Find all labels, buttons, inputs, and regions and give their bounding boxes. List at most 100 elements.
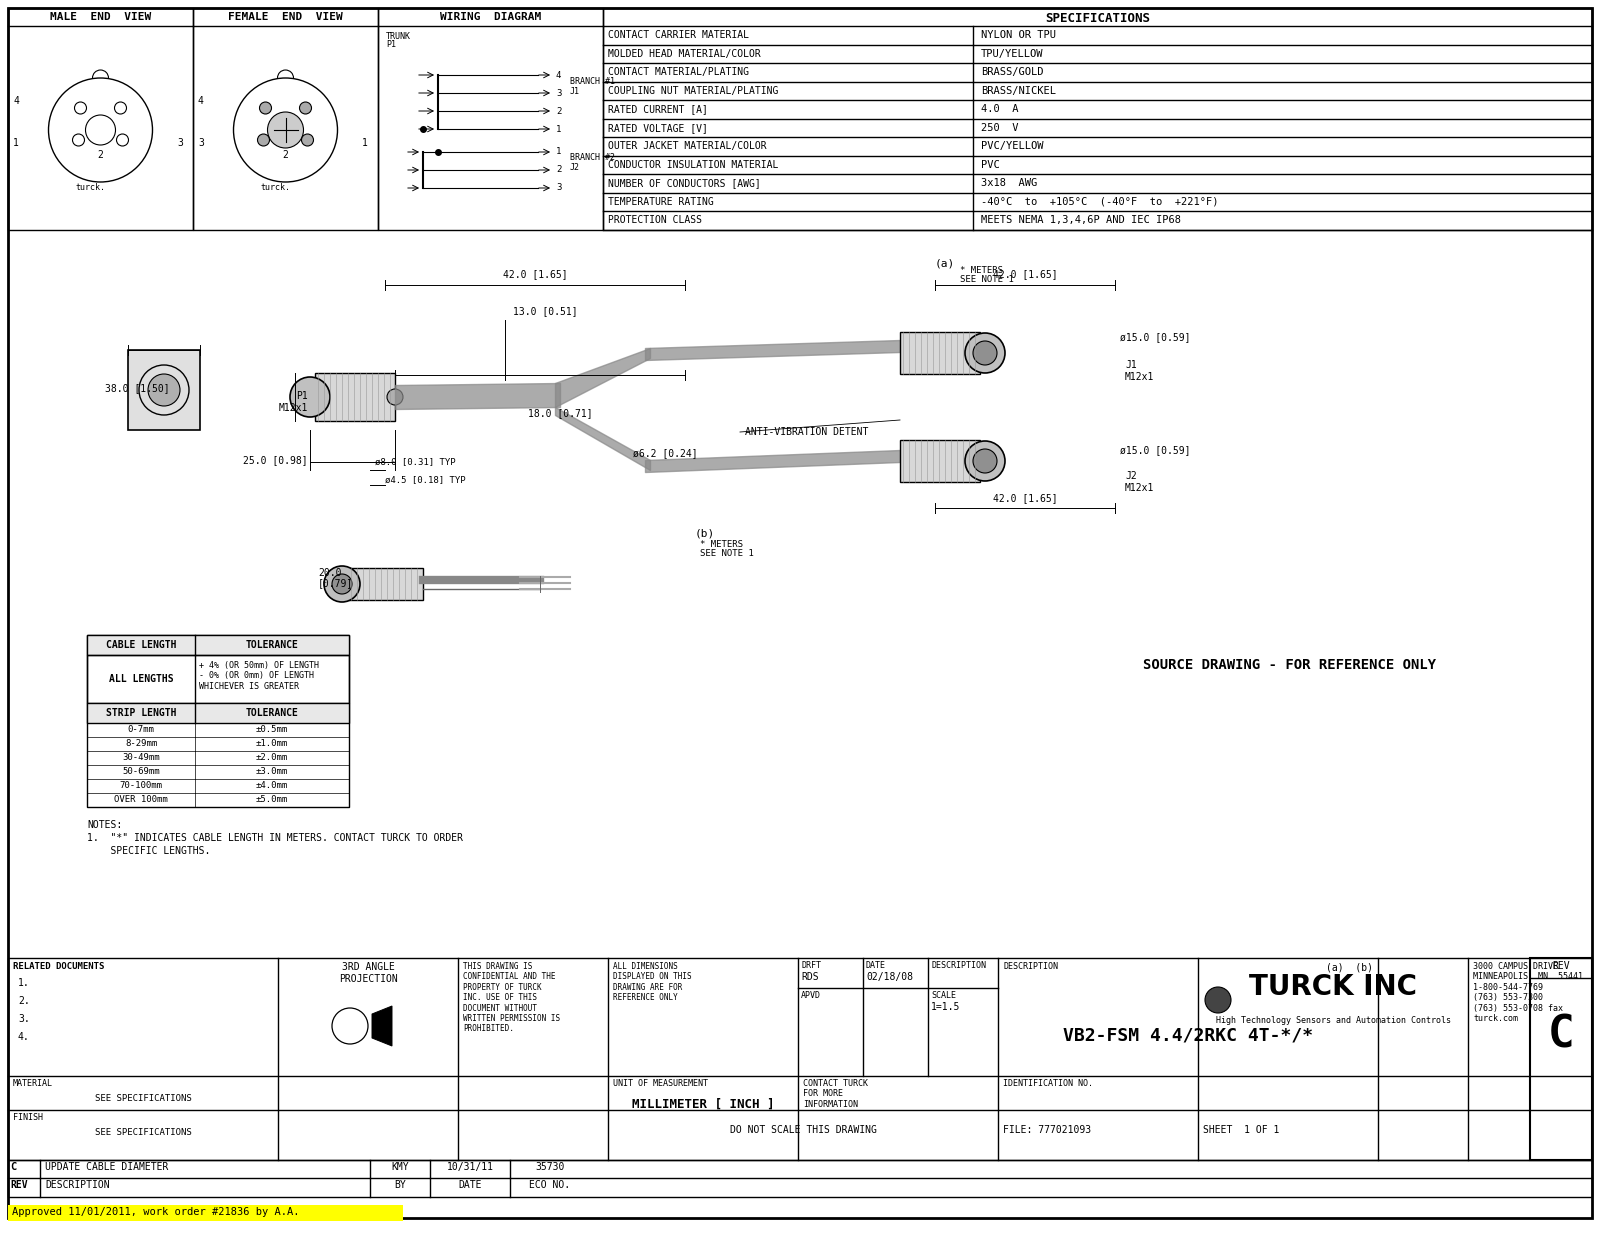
Text: ±0.5mm: ±0.5mm — [256, 725, 288, 735]
Bar — [899, 440, 979, 482]
Text: RDS: RDS — [802, 972, 819, 982]
Text: NUMBER OF CONDUCTORS [AWG]: NUMBER OF CONDUCTORS [AWG] — [608, 178, 760, 188]
Text: turck.: turck. — [261, 183, 291, 192]
Text: CABLE LENGTH: CABLE LENGTH — [106, 640, 176, 649]
Text: REV: REV — [10, 1180, 27, 1190]
Text: MATERIAL: MATERIAL — [13, 1079, 53, 1089]
Text: 2.: 2. — [18, 996, 30, 1006]
Circle shape — [965, 442, 1005, 481]
Text: 3.: 3. — [18, 1014, 30, 1024]
Text: RATED VOLTAGE [V]: RATED VOLTAGE [V] — [608, 122, 707, 132]
Text: DESCRIPTION: DESCRIPTION — [45, 1180, 110, 1190]
Text: (b): (b) — [694, 528, 715, 538]
Text: RELATED DOCUMENTS: RELATED DOCUMENTS — [13, 962, 104, 971]
Bar — [378, 7, 603, 230]
Text: MILLIMETER [ INCH ]: MILLIMETER [ INCH ] — [632, 1098, 774, 1111]
Text: DO NOT SCALE THIS DRAWING: DO NOT SCALE THIS DRAWING — [730, 1124, 877, 1136]
Text: (a): (a) — [934, 259, 955, 268]
Circle shape — [973, 449, 997, 473]
Text: P1: P1 — [386, 40, 397, 49]
Text: KMY: KMY — [390, 1162, 410, 1171]
Circle shape — [267, 113, 304, 148]
Polygon shape — [371, 1006, 392, 1047]
Text: 50-69mm: 50-69mm — [122, 767, 160, 777]
Circle shape — [299, 101, 312, 114]
Circle shape — [258, 134, 269, 146]
Text: FINISH: FINISH — [13, 1113, 43, 1122]
Bar — [86, 635, 349, 656]
Text: (a)  (b): (a) (b) — [1326, 962, 1373, 972]
Text: TPU/YELLOW: TPU/YELLOW — [981, 48, 1043, 58]
Text: BRASS/NICKEL: BRASS/NICKEL — [981, 85, 1056, 95]
Text: ±1.0mm: ±1.0mm — [256, 740, 288, 748]
Circle shape — [387, 388, 403, 404]
Text: STRIP LENGTH: STRIP LENGTH — [106, 708, 176, 717]
Text: OUTER JACKET MATERIAL/COLOR: OUTER JACKET MATERIAL/COLOR — [608, 141, 766, 151]
Text: 2: 2 — [557, 166, 562, 174]
Text: BRASS/GOLD: BRASS/GOLD — [981, 67, 1043, 77]
Bar — [603, 7, 1592, 230]
Text: SCALE: SCALE — [931, 991, 957, 999]
Text: 35730: 35730 — [536, 1162, 565, 1171]
Text: ø4.5 [0.18] TYP: ø4.5 [0.18] TYP — [386, 475, 466, 485]
Text: NOTES:: NOTES: — [86, 820, 122, 830]
Text: 38.0 [1.50]: 38.0 [1.50] — [106, 383, 170, 393]
Text: C: C — [1547, 1013, 1574, 1056]
Text: SEE NOTE 1: SEE NOTE 1 — [701, 549, 754, 558]
Bar — [1530, 957, 1592, 1160]
Text: PROTECTION CLASS: PROTECTION CLASS — [608, 215, 702, 225]
Text: ø15.0 [0.59]: ø15.0 [0.59] — [1120, 332, 1190, 341]
Text: M12x1: M12x1 — [1125, 482, 1154, 494]
Text: 42.0 [1.65]: 42.0 [1.65] — [502, 268, 568, 280]
Text: 3: 3 — [198, 139, 203, 148]
Text: 1: 1 — [557, 125, 562, 134]
Circle shape — [973, 341, 997, 365]
Text: RATED CURRENT [A]: RATED CURRENT [A] — [608, 104, 707, 114]
Text: 18.0 [0.71]: 18.0 [0.71] — [528, 408, 592, 418]
Text: ±5.0mm: ±5.0mm — [256, 795, 288, 804]
Text: ALL DIMENSIONS
DISPLAYED ON THIS
DRAWING ARE FOR
REFERENCE ONLY: ALL DIMENSIONS DISPLAYED ON THIS DRAWING… — [613, 962, 691, 1002]
Text: 3: 3 — [557, 89, 562, 98]
Text: COUPLING NUT MATERIAL/PLATING: COUPLING NUT MATERIAL/PLATING — [608, 85, 778, 95]
Text: 02/18/08: 02/18/08 — [866, 972, 914, 982]
Text: 13.0 [0.51]: 13.0 [0.51] — [514, 306, 578, 315]
Text: CONDUCTOR INSULATION MATERIAL: CONDUCTOR INSULATION MATERIAL — [608, 160, 778, 169]
Text: + 4% (OR 50mm) OF LENGTH
- 0% (OR 0mm) OF LENGTH
WHICHEVER IS GREATER: + 4% (OR 50mm) OF LENGTH - 0% (OR 0mm) O… — [198, 661, 318, 690]
Text: * METERS: * METERS — [960, 266, 1003, 275]
Text: DATE: DATE — [866, 961, 886, 970]
Text: TOLERANCE: TOLERANCE — [245, 708, 299, 717]
Text: VB2-FSM 4.4/2RKC 4T-*/*: VB2-FSM 4.4/2RKC 4T-*/* — [1062, 1025, 1314, 1044]
Text: -40°C  to  +105°C  (-40°F  to  +221°F): -40°C to +105°C (-40°F to +221°F) — [981, 197, 1219, 207]
Text: 30-49mm: 30-49mm — [122, 753, 160, 762]
Bar — [86, 635, 349, 807]
Text: 1.: 1. — [18, 978, 30, 988]
Text: 42.0 [1.65]: 42.0 [1.65] — [992, 268, 1058, 280]
Text: * METERS: * METERS — [701, 541, 742, 549]
Text: 8-29mm: 8-29mm — [125, 740, 157, 748]
Text: ANTI-VIBRATION DETENT: ANTI-VIBRATION DETENT — [746, 427, 869, 437]
Text: MOLDED HEAD MATERIAL/COLOR: MOLDED HEAD MATERIAL/COLOR — [608, 48, 760, 58]
Circle shape — [1205, 987, 1230, 1013]
Text: 20.0: 20.0 — [318, 568, 341, 578]
Text: IDENTIFICATION NO.: IDENTIFICATION NO. — [1003, 1079, 1093, 1089]
Text: WIRING  DIAGRAM: WIRING DIAGRAM — [440, 12, 541, 22]
Text: Approved 11/01/2011, work order #21836 by A.A.: Approved 11/01/2011, work order #21836 b… — [13, 1207, 299, 1217]
Text: 10/31/11: 10/31/11 — [446, 1162, 493, 1171]
Text: 2: 2 — [282, 150, 288, 160]
Text: J1: J1 — [1125, 360, 1136, 370]
Text: BRANCH #2: BRANCH #2 — [570, 152, 614, 162]
Bar — [194, 7, 378, 230]
Text: 1=1.5: 1=1.5 — [931, 1002, 960, 1012]
Text: TRUNK: TRUNK — [386, 32, 411, 41]
Text: ø6.2 [0.24]: ø6.2 [0.24] — [632, 448, 698, 458]
Text: ALL LENGTHS: ALL LENGTHS — [109, 674, 173, 684]
Text: 3: 3 — [557, 183, 562, 193]
Text: SHEET  1 OF 1: SHEET 1 OF 1 — [1203, 1124, 1280, 1136]
Text: DRFT: DRFT — [802, 961, 821, 970]
Bar — [349, 568, 422, 600]
Text: High Technology Sensors and Automation Controls: High Technology Sensors and Automation C… — [1216, 1016, 1451, 1025]
Bar — [86, 656, 349, 703]
Text: ±2.0mm: ±2.0mm — [256, 753, 288, 762]
Bar — [128, 350, 200, 430]
Text: 2: 2 — [98, 150, 102, 160]
